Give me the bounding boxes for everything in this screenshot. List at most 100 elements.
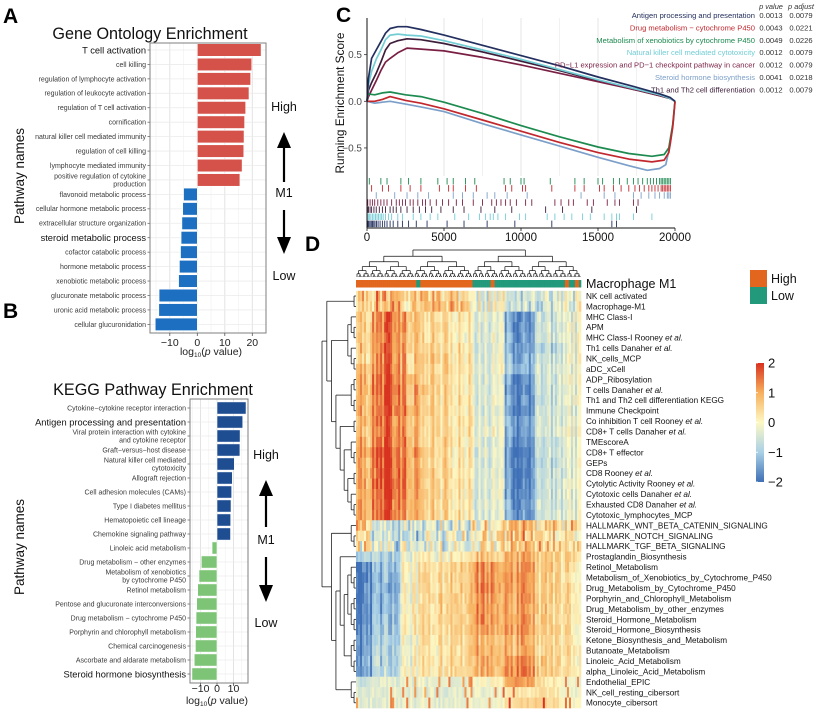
heatmap-cell: [490, 645, 493, 657]
heatmap-cell: [508, 322, 511, 333]
heatmap-cell: [458, 353, 461, 365]
heatmap-cell: [418, 415, 421, 427]
heatmap-cell: [426, 509, 429, 521]
heatmap-cell: [556, 290, 560, 302]
category-label: Porphyrin and chlorophyll metabolism: [69, 629, 186, 636]
heatmap-cell: [438, 457, 441, 469]
bar: [195, 639, 218, 653]
heatmap-cell: [564, 290, 568, 302]
heatmap-cell: [544, 301, 548, 312]
down-arrow-icon: [277, 210, 291, 254]
heatmap-cell: [364, 301, 367, 312]
heatmap-cell: [510, 342, 513, 354]
heatmap-cell: [496, 614, 499, 625]
heatmap-cell: [422, 426, 425, 438]
heatmap-cell: [454, 520, 457, 531]
heatmap-cell: [530, 520, 534, 531]
heatmap-cell: [518, 603, 522, 615]
heatmap-cell: [398, 374, 401, 385]
heatmap-cell: [532, 488, 536, 500]
heatmap-cell: [526, 395, 530, 406]
heatmap-cell: [434, 478, 437, 490]
heatmap-cell: [518, 634, 522, 646]
heatmap-cell: [450, 614, 453, 625]
heatmap-cell: [546, 551, 550, 563]
heatmap-cell: [512, 551, 516, 563]
heatmap-cell: [400, 322, 403, 333]
heatmap-cell: [450, 666, 453, 678]
heatmap-cell: [372, 311, 375, 323]
heatmap-cell: [578, 395, 582, 406]
heatmap-cell: [512, 426, 516, 438]
heatmap-cell: [358, 614, 361, 625]
heatmap-cell: [358, 395, 361, 406]
heatmap-cell: [478, 676, 481, 688]
heatmap-cell: [526, 624, 530, 636]
heatmap-cell: [518, 311, 522, 323]
heatmap-cell: [418, 447, 421, 458]
heatmap-cell: [408, 593, 411, 604]
heatmap-cell: [434, 353, 437, 365]
heatmap-cell: [556, 342, 560, 354]
heatmap-cell: [406, 426, 409, 438]
heatmap-cell: [554, 520, 558, 531]
heatmap-cell: [564, 551, 568, 563]
heatmap-cell: [378, 436, 381, 448]
heatmap-cell: [446, 457, 449, 469]
heatmap-cell: [552, 551, 556, 563]
heatmap-cell: [408, 488, 411, 500]
heatmap-cell: [456, 499, 459, 511]
heatmap-cell: [500, 395, 503, 406]
heatmap-cell: [480, 436, 483, 448]
heatmap-cell: [378, 478, 381, 490]
heatmap-cell: [482, 634, 485, 646]
heatmap-cell: [464, 593, 467, 604]
heatmap-cell: [536, 374, 540, 385]
heatmap-cell: [474, 541, 477, 552]
heatmap-cell: [474, 301, 477, 312]
heatmap-cell: [378, 384, 381, 396]
heatmap-cell: [420, 676, 423, 688]
row-label: NK_cells_MCP: [586, 355, 642, 364]
heatmap-cell: [424, 342, 427, 354]
heatmap-cell: [568, 488, 572, 500]
heatmap-cell: [438, 634, 441, 646]
heatmap-cell: [512, 603, 516, 615]
heatmap-cell: [394, 478, 397, 490]
heatmap-cell: [546, 624, 550, 636]
heatmap-cell: [572, 624, 576, 636]
heatmap-cell: [514, 405, 518, 417]
heatmap-cell: [488, 582, 491, 594]
heatmap-cell: [462, 301, 465, 312]
heatmap-cell: [412, 561, 415, 573]
heatmap-cell: [570, 603, 574, 615]
heatmap-cell: [428, 614, 431, 625]
heatmap-cell: [518, 666, 522, 678]
heatmap-cell: [366, 541, 369, 552]
annotation-cell: [564, 280, 568, 288]
heatmap-cell: [440, 645, 443, 657]
heatmap-cell: [366, 415, 369, 427]
heatmap-cell: [498, 582, 501, 594]
heatmap-cell: [542, 301, 546, 312]
heatmap-cell: [544, 405, 548, 417]
heatmap-cell: [524, 436, 528, 448]
heatmap-cell: [364, 457, 367, 469]
heatmap-cell: [494, 332, 497, 344]
heatmap-cell: [562, 332, 566, 344]
heatmap-cell: [568, 561, 572, 573]
heatmap-cell: [514, 634, 518, 646]
heatmap-cell: [400, 468, 403, 479]
heatmap-cell: [568, 614, 572, 625]
x-axis-label-rest: value): [217, 695, 249, 707]
legend-padjust: 0.0079: [789, 85, 812, 94]
heatmap-cell: [486, 405, 489, 417]
m1-label: M1: [257, 533, 274, 547]
row-label: CD8 Rooney et al.: [586, 469, 653, 478]
heatmap-cell: [432, 572, 435, 584]
heatmap-cell: [356, 342, 359, 354]
heatmap-cell: [544, 478, 548, 490]
heatmap-cell: [500, 478, 503, 490]
heatmap-cell: [464, 614, 467, 625]
annotation-cell: [506, 280, 509, 288]
